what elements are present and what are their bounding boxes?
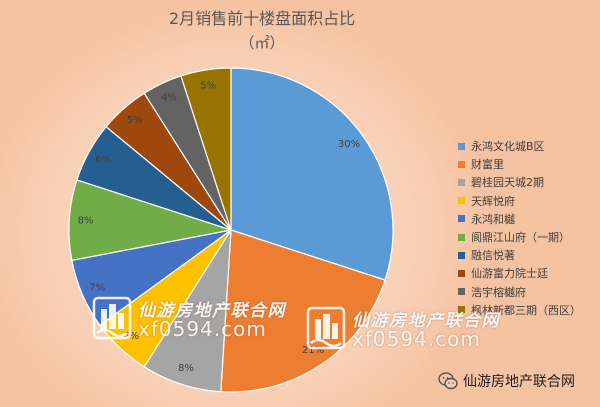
legend-swatch [458,142,465,150]
watermark-brand: 仙游房地产联合网 [352,311,500,331]
watermark-site: xf0594.com [352,327,481,351]
chat-bubble-icon [438,371,458,391]
legend-label: 财富里 [471,158,504,172]
legend-item: 浩宇榕樾府 [458,283,581,301]
legend-item: 永鸿文化城B区 [458,137,581,155]
data-label: 5% [127,115,143,126]
legend-swatch [458,269,465,277]
chart-title: 2月销售前十楼盘面积占比 [168,9,356,28]
legend-swatch [458,288,465,296]
corner-watermark: 仙游房地产联合网 [438,370,596,392]
pie-slices [68,67,394,393]
data-label: 7% [89,282,105,293]
legend-swatch [458,215,465,223]
watermark: 仙游房地产联合网 xf0594.com [92,290,302,350]
legend-item: 财富里 [458,155,581,173]
pie-data-labels: 30% 21% 8% 6% 7% 8% 6% 5% 4% 5% [78,81,361,375]
legend-swatch [458,251,465,259]
legend-item: 碧桂园天城2期 [458,173,581,191]
legend-item: 永鸿和樾 [458,210,581,228]
watermark-brand: 仙游房地产联合网 [138,301,286,321]
legend-swatch [458,233,465,241]
data-label: 8% [78,215,94,226]
pie-slice [220,229,386,393]
legend-label: 枫林新都三期（西区） [471,303,581,317]
legend-label: 仙游富力院士廷 [471,267,548,281]
legend-label: 融信悦著 [471,249,515,263]
data-label: 6% [123,331,139,342]
data-label: 30% [338,139,360,150]
data-label: 4% [161,93,177,104]
data-label: 6% [95,154,111,165]
legend-item: 阆鼎江山府（一期） [458,228,581,246]
legend-swatch [458,178,465,186]
building-logo-icon [92,296,132,340]
legend: 永鸿文化城B区 财富里碧桂园天城2期 天辉悦府永鸿和樾阆鼎江山府（一期） 融信悦著仙游… [458,137,581,319]
pie-slice [230,67,394,281]
legend-swatch [458,160,465,168]
legend-item: 枫林新都三期（西区） [458,301,581,319]
legend-label: 永鸿文化城B区 [471,140,545,154]
legend-swatch [458,197,465,205]
watermark-site: xf0594.com [138,317,267,341]
legend-label: 天辉悦府 [471,194,515,208]
legend-label: 阆鼎江山府（一期） [471,231,570,245]
legend-label: 永鸿和樾 [471,212,515,226]
legend-swatch [458,306,465,314]
data-label: 5% [200,81,216,92]
corner-watermark-text: 仙游房地产联合网 [463,374,575,390]
building-logo-icon [306,306,346,350]
chart-subtitle: （㎡） [239,34,285,52]
watermark: 仙游房地产联合网 xf0594.com [306,300,516,360]
pie-slice [180,67,232,231]
legend-label: 碧桂园天城2期 [471,176,544,190]
data-label: 8% [178,363,194,374]
legend-label: 浩宇榕樾府 [471,285,526,299]
data-label: 21% [302,345,324,356]
legend-item: 天辉悦府 [458,192,581,210]
legend-item: 仙游富力院士廷 [458,264,581,282]
legend-item: 融信悦著 [458,246,581,264]
